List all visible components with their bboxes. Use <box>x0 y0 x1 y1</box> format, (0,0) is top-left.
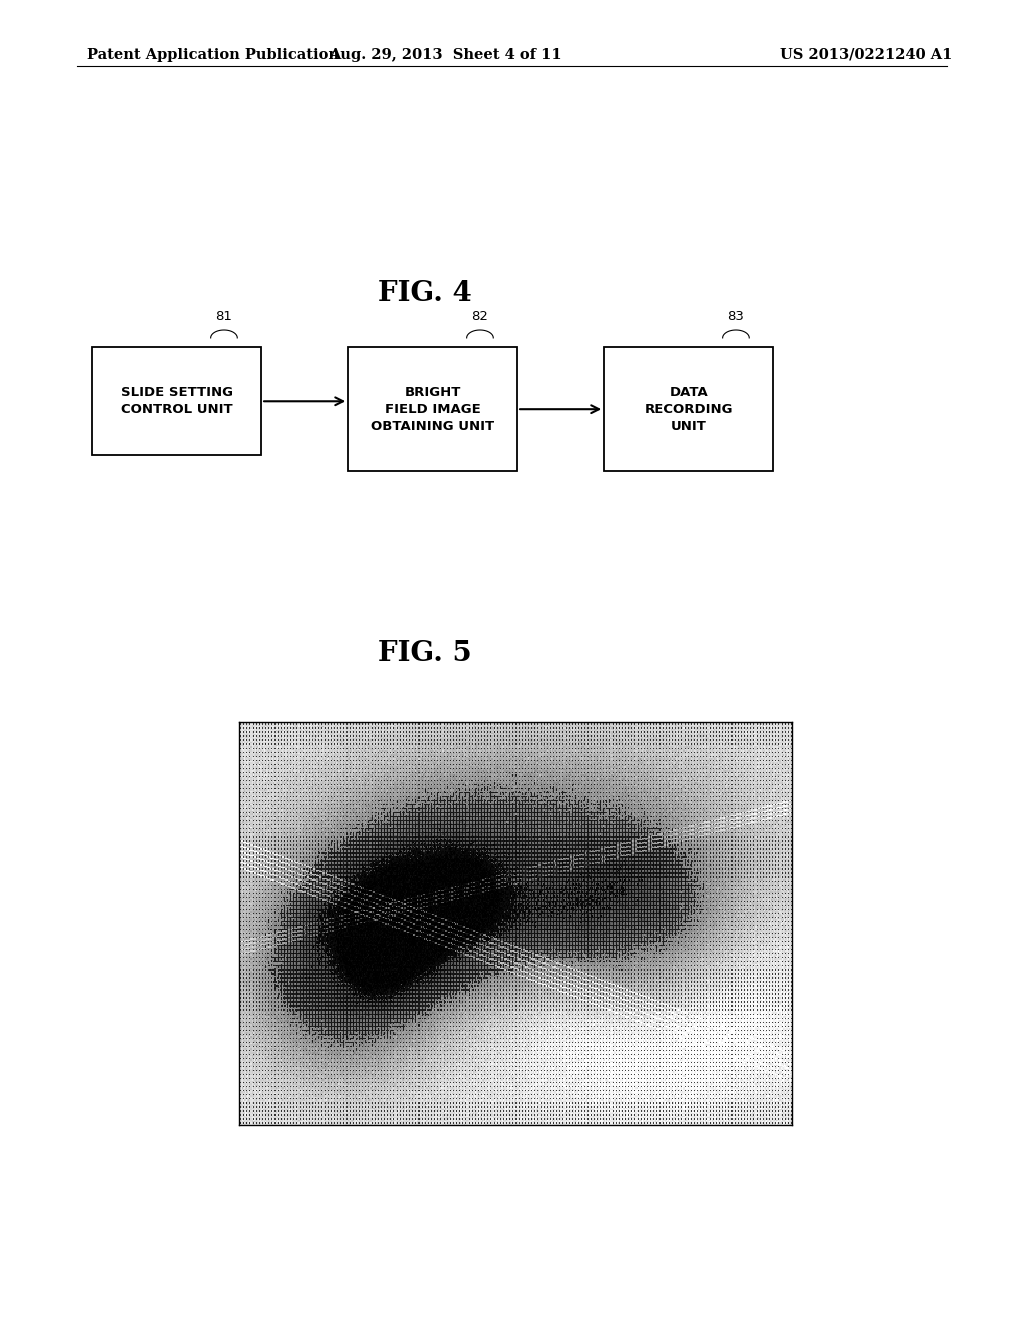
Text: US 2013/0221240 A1: US 2013/0221240 A1 <box>780 48 952 62</box>
Bar <box>604 347 773 471</box>
Bar <box>348 347 517 471</box>
Text: 83: 83 <box>727 310 744 323</box>
Text: 82: 82 <box>471 310 488 323</box>
Text: BRIGHT
FIELD IMAGE
OBTAINING UNIT: BRIGHT FIELD IMAGE OBTAINING UNIT <box>371 385 495 433</box>
Text: DATA
RECORDING
UNIT: DATA RECORDING UNIT <box>644 385 733 433</box>
Text: SLIDE SETTING
CONTROL UNIT: SLIDE SETTING CONTROL UNIT <box>121 387 232 416</box>
Text: Patent Application Publication: Patent Application Publication <box>87 48 339 62</box>
Text: FIG. 4: FIG. 4 <box>378 280 472 306</box>
Text: FIG. 5: FIG. 5 <box>378 640 472 667</box>
Text: 81: 81 <box>215 310 232 323</box>
Text: Aug. 29, 2013  Sheet 4 of 11: Aug. 29, 2013 Sheet 4 of 11 <box>329 48 562 62</box>
Bar <box>92 347 261 455</box>
